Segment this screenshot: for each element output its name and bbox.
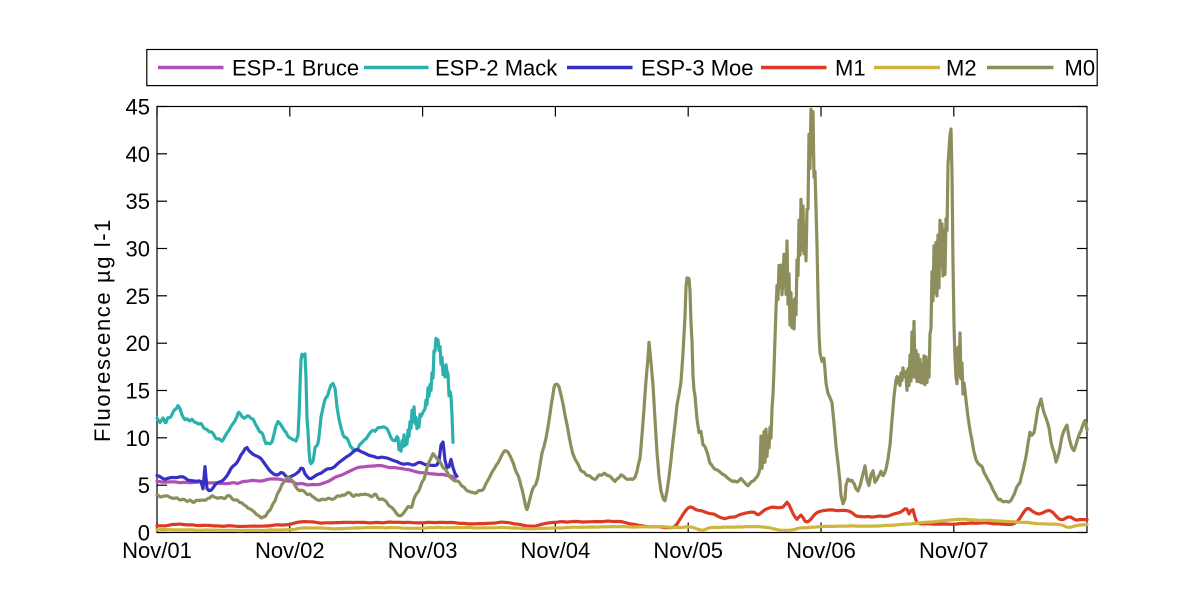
svg-text:Nov/06: Nov/06 [786,538,856,563]
svg-text:35: 35 [126,189,150,214]
svg-text:Nov/04: Nov/04 [521,538,591,563]
svg-text:Nov/07: Nov/07 [919,538,989,563]
svg-text:Nov/03: Nov/03 [388,538,458,563]
svg-text:Fluorescence µg l-1: Fluorescence µg l-1 [90,218,115,442]
svg-text:Nov/05: Nov/05 [653,538,723,563]
svg-text:45: 45 [126,95,150,120]
svg-text:25: 25 [126,284,150,309]
svg-text:15: 15 [126,379,150,404]
svg-text:ESP-2 Mack: ESP-2 Mack [435,55,558,80]
svg-text:M2: M2 [946,55,977,80]
svg-text:0: 0 [138,521,150,546]
svg-text:10: 10 [126,426,150,451]
svg-text:Nov/02: Nov/02 [255,538,325,563]
svg-text:M1: M1 [835,55,866,80]
svg-text:ESP-3 Moe: ESP-3 Moe [641,55,754,80]
svg-text:ESP-1 Bruce: ESP-1 Bruce [232,55,359,80]
svg-text:Nov/01: Nov/01 [122,538,192,563]
svg-text:30: 30 [126,237,150,262]
svg-text:M0: M0 [1065,55,1096,80]
svg-text:20: 20 [126,331,150,356]
svg-text:40: 40 [126,142,150,167]
svg-text:5: 5 [138,473,150,498]
